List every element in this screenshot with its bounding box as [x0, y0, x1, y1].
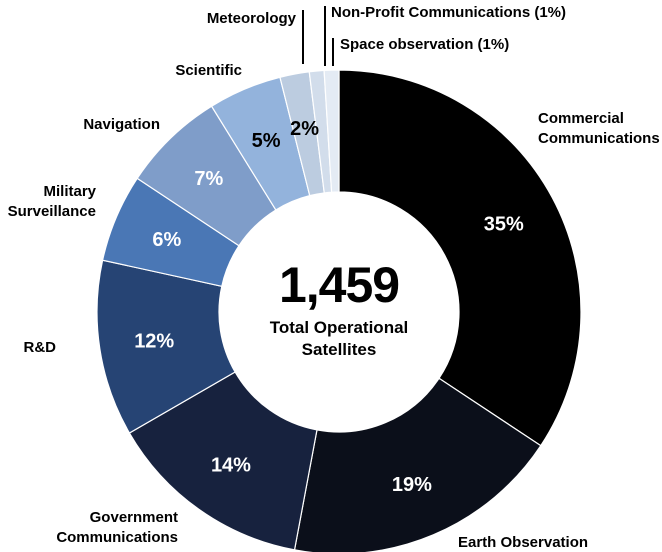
slices-layer — [96, 69, 582, 552]
pct-label-meteorology: 2% — [290, 118, 319, 140]
slice-commercial-communications — [338, 69, 582, 447]
category-label-military-surveillance: Military Surveillance — [8, 183, 97, 220]
pct-label-navigation: 7% — [194, 168, 223, 190]
pct-label-military-surveillance: 6% — [152, 229, 181, 251]
slice-government-communications — [128, 371, 318, 551]
total-value: 1,459 — [279, 257, 399, 313]
total-caption-line-1: Total Operational — [270, 318, 409, 337]
slice-space-observation-1 — [323, 69, 340, 193]
category-label-navigation: Navigation — [83, 116, 160, 133]
category-label-commercial-communications: Commercial Communications — [538, 110, 660, 147]
leader-lines — [302, 6, 334, 66]
category-labels: Commercial Communications Earth Observatio… — [8, 4, 660, 551]
category-label-r-d: R&D — [24, 339, 57, 356]
pct-label-r-d: 12% — [134, 331, 174, 353]
total-caption-line-2: Satellites — [302, 340, 377, 359]
category-label-non-profit-communications-1: Non-Profit Communications (1%) — [331, 4, 566, 21]
category-label-earth-observation: Earth Observation — [458, 534, 588, 551]
center-label: 1,459 Total Operational Satellites — [270, 257, 409, 359]
pct-label-government-communications: 14% — [211, 455, 251, 477]
pct-label-earth-observation: 19% — [392, 474, 432, 496]
category-label-space-observation-1: Space observation (1%) — [340, 36, 509, 53]
category-label-meteorology: Meteorology — [207, 10, 297, 27]
percentage-labels: 35% 19% 14% 12% 6% 7% 5% 2% — [134, 118, 524, 496]
pct-label-commercial-communications: 35% — [484, 214, 524, 236]
pct-label-scientific: 5% — [252, 130, 281, 152]
category-label-scientific: Scientific — [175, 62, 242, 79]
category-label-government-communications: Government Communications — [56, 509, 178, 546]
